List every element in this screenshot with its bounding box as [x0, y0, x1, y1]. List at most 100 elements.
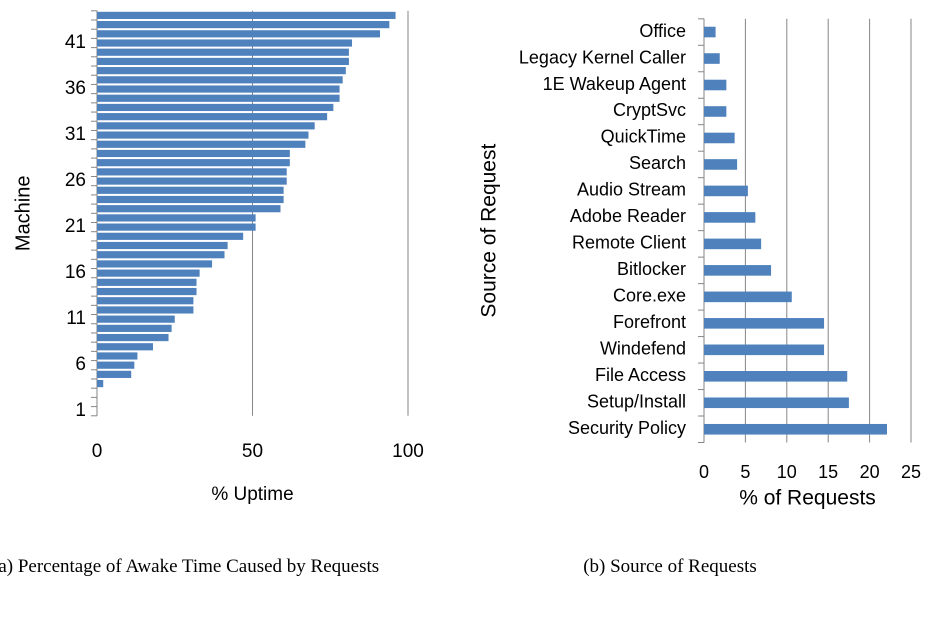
bar: [97, 48, 349, 56]
y-tick-label: 21: [65, 216, 86, 237]
x-tick-label: 5: [740, 462, 750, 482]
y-tick-label: 31: [65, 124, 86, 145]
bar: [97, 76, 343, 84]
y-tick-label: Remote Client: [572, 233, 686, 253]
bar: [97, 269, 200, 277]
bar: [97, 324, 172, 332]
bar: [97, 361, 135, 369]
bar: [97, 352, 138, 360]
y-tick-label: 6: [75, 354, 86, 375]
y-axis-title: Machine: [12, 175, 34, 251]
bar: [97, 30, 381, 38]
bar: [704, 423, 887, 435]
x-tick-label: 25: [901, 462, 921, 482]
y-tick-label: Legacy Kernel Caller: [519, 47, 686, 67]
bar: [704, 185, 748, 197]
y-tick-label: Office: [639, 21, 686, 41]
y-tick-label: 36: [65, 78, 86, 99]
y-tick-label: QuickTime: [601, 127, 686, 147]
y-tick-label: 41: [65, 32, 86, 53]
bar: [97, 306, 194, 314]
bar: [97, 241, 228, 250]
bar: [97, 370, 132, 378]
x-tick-label: 20: [860, 462, 880, 482]
bar: [97, 122, 315, 130]
bar: [704, 397, 849, 409]
caption-text: (a) Percentage of Awake Time Caused by R…: [0, 556, 380, 577]
bar: [97, 205, 281, 213]
x-tick-label: 10: [777, 462, 797, 482]
bar: [704, 106, 727, 117]
bar: [704, 291, 792, 303]
bar: [97, 21, 390, 29]
y-tick-label: Search: [629, 153, 686, 173]
y-tick-label: Core.exe: [613, 286, 686, 306]
y-tick-label: 1E Wakeup Agent: [543, 74, 686, 94]
bar: [704, 159, 738, 170]
y-tick-label: Windefend: [600, 339, 686, 359]
bar: [97, 186, 284, 194]
bar: [704, 265, 772, 276]
y-tick-label: Bitlocker: [617, 259, 686, 279]
bar: [97, 159, 290, 167]
y-tick-label: 11: [66, 308, 86, 329]
bar: [704, 132, 735, 144]
bar: [97, 379, 104, 388]
y-axis-title: Source of Request: [478, 144, 501, 318]
bar: [97, 103, 334, 112]
bar: [704, 238, 762, 250]
x-tick-label: 50: [242, 441, 263, 462]
bar: [97, 315, 175, 323]
bar: [704, 26, 716, 38]
bar: [704, 212, 756, 223]
caption: (b) Source of Requests: [560, 552, 780, 582]
y-tick-label: CryptSvc: [613, 100, 686, 120]
bar: [97, 140, 306, 148]
bar: [704, 53, 720, 64]
bar: [97, 67, 346, 75]
caption: (a) Percentage of Awake Time Caused by R…: [0, 552, 452, 582]
bar: [97, 168, 287, 176]
bar: [97, 149, 290, 158]
y-tick-label: Setup/Install: [587, 392, 686, 412]
caption-text: (b) Source of Requests: [583, 556, 757, 577]
bar: [97, 177, 287, 185]
x-tick-label: 0: [92, 441, 103, 462]
bar: [97, 343, 153, 351]
y-tick-label: File Access: [595, 365, 686, 385]
y-tick-label: Adobe Reader: [570, 206, 686, 226]
x-tick-label: 100: [392, 441, 424, 462]
y-tick-label: 16: [65, 262, 86, 283]
bar: [97, 251, 225, 259]
bar: [704, 344, 825, 356]
bar: [97, 214, 256, 222]
bar: [97, 57, 349, 66]
x-tick-label: 0: [699, 462, 709, 482]
bar: [97, 131, 309, 139]
bar: [97, 113, 328, 121]
y-tick-label: 1: [75, 400, 86, 421]
bar: [97, 232, 244, 240]
y-tick-label: Forefront: [613, 312, 686, 332]
bar: [97, 94, 340, 102]
x-axis-title: % of Requests: [739, 487, 876, 510]
bar: [97, 223, 256, 231]
bar: [97, 260, 213, 268]
bar: [97, 333, 169, 342]
x-tick-label: 15: [818, 462, 838, 482]
x-axis-title: % Uptime: [211, 484, 293, 505]
bar: [97, 297, 194, 305]
y-tick-label: Security Policy: [568, 418, 686, 438]
bar: [97, 39, 353, 47]
bar: [97, 278, 197, 286]
bar: [97, 85, 340, 93]
bar: [97, 287, 197, 296]
bar: [97, 195, 284, 204]
bar: [704, 79, 727, 91]
bar: [97, 11, 396, 19]
bar: [704, 318, 825, 329]
bar: [704, 371, 848, 382]
y-tick-label: Audio Stream: [577, 180, 686, 200]
